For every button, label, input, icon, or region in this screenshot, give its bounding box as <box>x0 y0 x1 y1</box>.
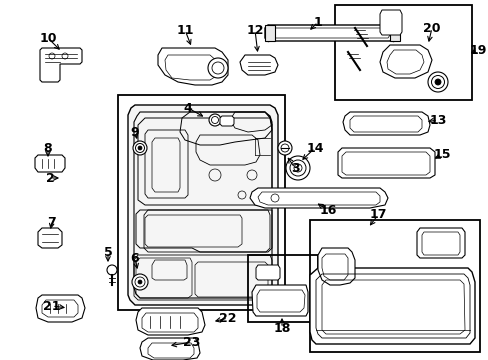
Polygon shape <box>379 45 431 78</box>
Text: 12: 12 <box>246 23 263 36</box>
Text: 3: 3 <box>290 162 299 175</box>
Text: 9: 9 <box>130 126 139 139</box>
Polygon shape <box>240 55 278 75</box>
Text: 19: 19 <box>468 44 486 57</box>
Text: 8: 8 <box>43 141 52 154</box>
Bar <box>247 255 317 322</box>
Circle shape <box>138 146 142 150</box>
Polygon shape <box>264 25 274 41</box>
Polygon shape <box>158 48 227 85</box>
Circle shape <box>132 274 148 290</box>
Polygon shape <box>249 188 387 208</box>
Polygon shape <box>264 25 392 41</box>
Text: 13: 13 <box>428 113 446 126</box>
Circle shape <box>278 141 291 155</box>
Polygon shape <box>379 10 401 35</box>
Polygon shape <box>309 268 474 344</box>
Circle shape <box>138 280 142 284</box>
Polygon shape <box>38 228 62 248</box>
Bar <box>118 95 285 310</box>
Polygon shape <box>40 48 82 82</box>
Text: 7: 7 <box>47 216 56 229</box>
Text: 14: 14 <box>305 141 323 154</box>
Text: 10: 10 <box>39 31 57 45</box>
Circle shape <box>285 156 309 180</box>
Text: 18: 18 <box>273 321 290 334</box>
Polygon shape <box>256 265 280 280</box>
Text: 16: 16 <box>319 203 336 216</box>
Circle shape <box>427 72 447 92</box>
Polygon shape <box>317 248 354 285</box>
Bar <box>309 220 479 352</box>
Circle shape <box>434 79 440 85</box>
Polygon shape <box>389 25 399 41</box>
Circle shape <box>208 114 221 126</box>
Text: 6: 6 <box>130 252 139 265</box>
Text: 2: 2 <box>45 171 54 184</box>
Text: 20: 20 <box>423 22 440 35</box>
Polygon shape <box>136 308 204 335</box>
Text: 11: 11 <box>176 23 193 36</box>
Text: 1: 1 <box>313 15 322 28</box>
Circle shape <box>133 141 147 155</box>
Polygon shape <box>35 155 65 172</box>
Polygon shape <box>128 105 278 305</box>
Text: 17: 17 <box>368 208 386 221</box>
Polygon shape <box>416 228 464 258</box>
Polygon shape <box>342 112 429 135</box>
Polygon shape <box>140 338 200 360</box>
Text: 23: 23 <box>183 336 200 348</box>
Polygon shape <box>36 295 85 322</box>
Polygon shape <box>251 285 307 316</box>
Text: 22: 22 <box>219 311 236 324</box>
Text: 4: 4 <box>183 102 192 114</box>
Text: 5: 5 <box>103 246 112 258</box>
Bar <box>334 5 471 100</box>
Polygon shape <box>337 148 434 178</box>
Polygon shape <box>220 116 234 126</box>
Circle shape <box>207 58 227 78</box>
Text: 15: 15 <box>432 148 450 162</box>
Text: 21: 21 <box>43 300 61 312</box>
Circle shape <box>107 265 117 275</box>
